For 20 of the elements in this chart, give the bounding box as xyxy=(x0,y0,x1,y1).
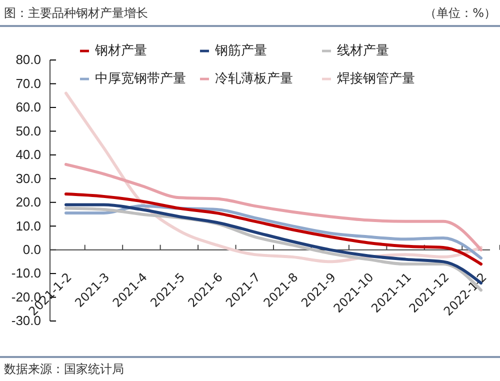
legend-label: 冷轧薄板产量 xyxy=(215,72,293,87)
legend-label: 焊接钢管产量 xyxy=(337,72,415,87)
source-note: 数据来源：国家统计局 xyxy=(4,362,124,376)
y-axis-title: （单位：%） xyxy=(424,6,496,20)
legend-label: 钢筋产量 xyxy=(214,44,267,59)
line-series xyxy=(64,162,482,252)
y-tick-label: 60.0 xyxy=(16,100,41,115)
y-tick-label: 80.0 xyxy=(16,52,41,68)
y-tick-label: 40.0 xyxy=(16,147,41,162)
y-tick-label: 50.0 xyxy=(16,123,41,138)
chart-title: 图：主要品种钢材产量增长 xyxy=(4,6,148,20)
y-tick-label: 30.0 xyxy=(16,170,41,186)
y-tick-label: 20.0 xyxy=(16,194,41,210)
legend-label: 钢材产量 xyxy=(94,44,147,59)
y-tick-label: 70.0 xyxy=(16,76,41,91)
legend-label: 线材产量 xyxy=(337,44,389,59)
y-tick-label: 0.0 xyxy=(22,242,41,257)
y-tick-label: 10.0 xyxy=(16,218,41,234)
legend-label: 中厚宽钢带产量 xyxy=(95,70,186,87)
line-series xyxy=(64,192,482,266)
